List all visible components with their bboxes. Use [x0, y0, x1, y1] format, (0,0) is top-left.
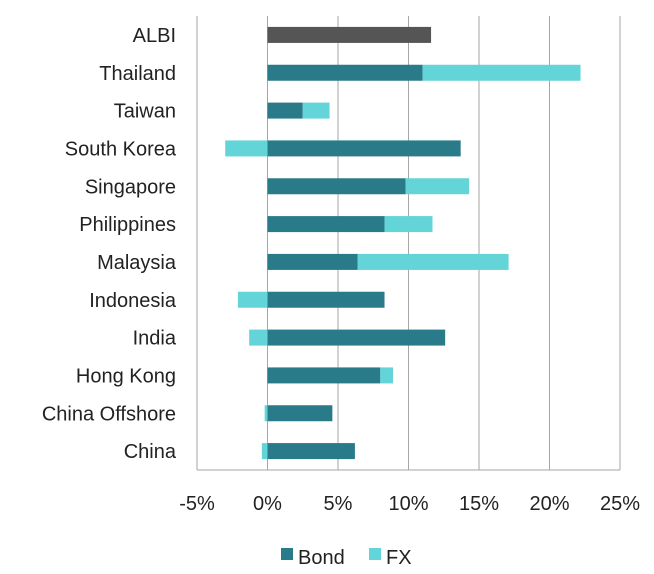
x-tick-labels: -5% 0% 5% 10% 15% 20% 25%	[179, 493, 640, 515]
bar-bond-taiwan	[267, 102, 303, 119]
bar-bond-hong-kong	[267, 367, 381, 384]
x-tick-label-2: 5%	[324, 493, 353, 515]
bar-fx-malaysia	[357, 253, 509, 270]
category-label-taiwan: Taiwan	[114, 101, 176, 123]
bar-bond-singapore	[267, 178, 406, 195]
gridlines	[196, 16, 621, 471]
x-tick-label-1: 0%	[253, 493, 282, 515]
bar-fx-indonesia	[237, 291, 268, 308]
category-label-indonesia: Indonesia	[89, 290, 177, 312]
bar-bond-india	[267, 329, 446, 346]
x-tick-label-5: 20%	[529, 493, 569, 515]
legend-bond-label: Bond	[298, 547, 345, 569]
category-labels: ALBI Thailand Taiwan South Korea Singapore Ph…	[42, 25, 177, 463]
bar-total-albi	[267, 26, 432, 43]
bar-bond-china	[267, 443, 355, 460]
x-tick-label-0: -5%	[179, 493, 215, 515]
legend-fx-swatch	[369, 548, 381, 560]
category-label-india: India	[133, 328, 177, 350]
legend-fx-label: FX	[386, 547, 412, 569]
x-tick-label-6: 25%	[600, 493, 640, 515]
bar-bond-thailand	[267, 64, 423, 81]
category-label-thailand: Thailand	[99, 63, 176, 85]
bar-fx-south-korea	[225, 140, 268, 157]
bar-fx-china	[261, 443, 268, 460]
x-tick-label-3: 10%	[388, 493, 428, 515]
bar-bond-indonesia	[267, 291, 385, 308]
category-label-albi: ALBI	[133, 25, 176, 47]
bar-fx-singapore	[405, 178, 470, 195]
bars	[225, 26, 581, 460]
bar-fx-taiwan	[302, 102, 330, 119]
bar-bond-philippines	[267, 216, 385, 233]
bar-bond-malaysia	[267, 253, 358, 270]
category-label-malaysia: Malaysia	[97, 252, 177, 274]
bar-fx-philippines	[384, 216, 433, 233]
category-label-philippines: Philippines	[79, 214, 176, 236]
bar-fx-india	[249, 329, 268, 346]
category-label-hong-kong: Hong Kong	[76, 365, 176, 387]
bar-fx-hong-kong	[380, 367, 393, 384]
bar-fx-thailand	[422, 64, 581, 81]
bar-fx-china-offshore	[264, 405, 268, 422]
bar-bond-china-offshore	[267, 405, 333, 422]
legend-bond-swatch	[281, 548, 293, 560]
category-label-south-korea: South Korea	[65, 138, 177, 160]
category-label-singapore: Singapore	[85, 176, 176, 198]
category-label-china-offshore: China Offshore	[42, 403, 176, 425]
legend: Bond FX	[281, 547, 412, 569]
category-label-china: China	[124, 441, 177, 463]
bar-bond-south-korea	[267, 140, 461, 157]
x-tick-label-4: 15%	[459, 493, 499, 515]
